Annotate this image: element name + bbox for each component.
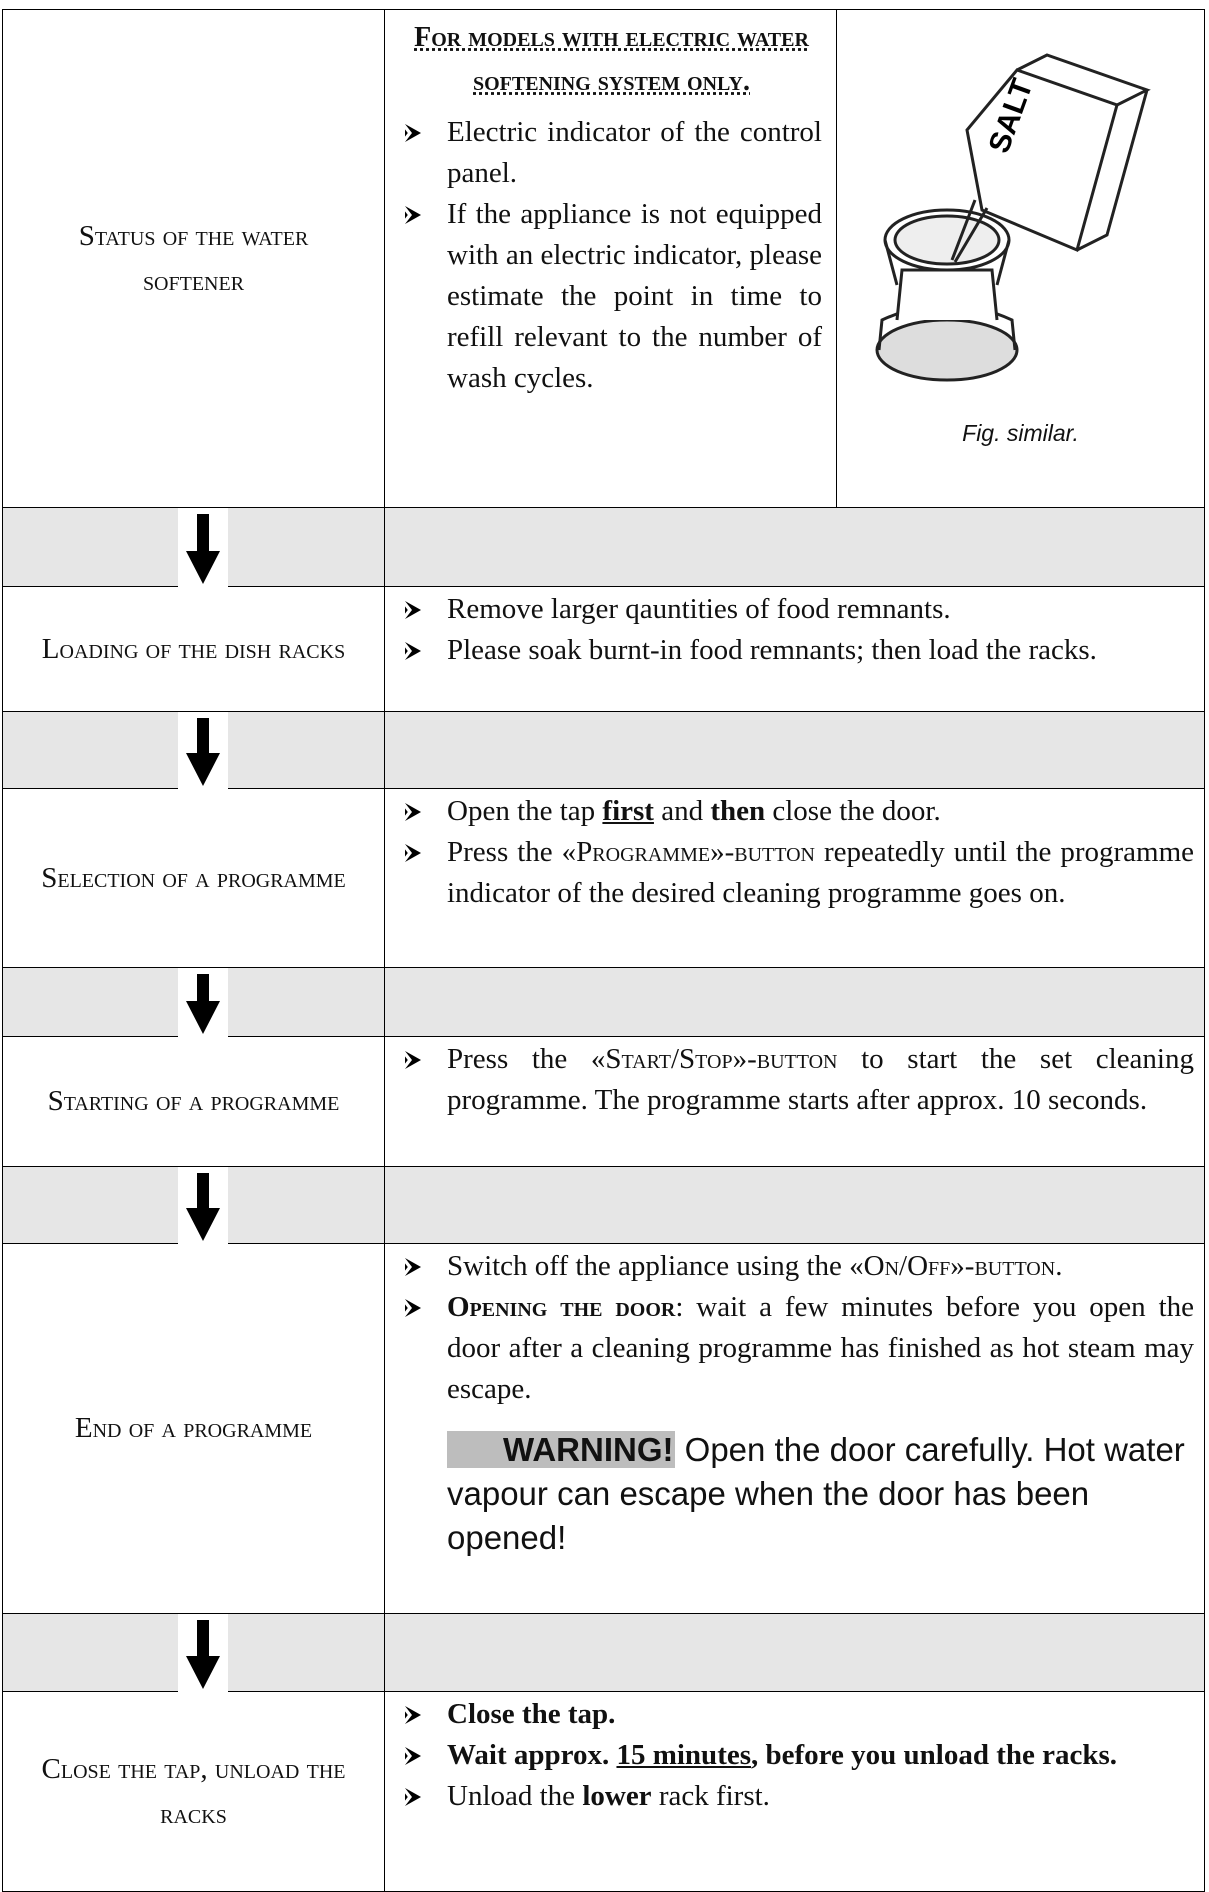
text-segment: «Start/Stop»-button — [590, 1043, 838, 1075]
text-segment: Switch off the appliance using the — [447, 1250, 850, 1282]
text-segment: Press the — [447, 1043, 591, 1075]
bullet-item: If the appliance is not equipped with an… — [405, 194, 822, 399]
text-segment: 15 minutes — [616, 1739, 752, 1771]
down-arrow — [178, 968, 228, 1037]
table-row: Selection of a programme Open the tap fir… — [2, 789, 1205, 968]
arrow-row — [2, 712, 1205, 789]
step-label: End of a programme — [74, 1412, 313, 1444]
bullet-item: Opening the door: wait a few minutes bef… — [405, 1287, 1194, 1410]
down-arrow — [178, 712, 228, 789]
figure: SALT Fig. similar. — [837, 10, 1204, 507]
text-segment: Press the — [447, 836, 562, 868]
text-segment: and — [653, 795, 711, 827]
bullet-item: Press the «Programme»-button repeatedly … — [405, 832, 1194, 914]
bullet-item: Remove larger qauntities of food remnant… — [405, 589, 1194, 630]
text-segment: Close the tap. — [447, 1698, 616, 1730]
text-segment: If the appliance is not equipped with an… — [447, 198, 822, 394]
bullet-item: Please soak burnt-in food remnants; then… — [405, 630, 1194, 671]
text-segment: repeatedly until the programme indicator… — [447, 836, 1194, 909]
text-segment: Wait approx. — [447, 1739, 617, 1771]
text-segment: «On/Off»-button — [849, 1250, 1056, 1282]
text-segment: to start the set cleaning programme. The… — [447, 1043, 1194, 1116]
warning-text: Open the door carefully. Hot water vapou… — [447, 1431, 1185, 1556]
step-content: For models with electric water softening… — [384, 10, 837, 507]
bullet-item: Switch off the appliance using the «On/O… — [405, 1246, 1194, 1287]
divider — [384, 968, 385, 1036]
text-segment: first — [602, 795, 654, 827]
warning-label: WARNING! — [447, 1431, 676, 1468]
salt-illustration: SALT — [875, 53, 1151, 382]
arrow-row — [2, 508, 1205, 587]
text-segment: : wait a few minutes before you open the… — [447, 1291, 1194, 1405]
down-arrow — [178, 1614, 228, 1692]
step-content: Open the tap first and then close the do… — [384, 789, 1204, 967]
step-label: Loading of the dish racks — [41, 632, 346, 665]
step-content: Press the «Start/Stop»-button to start t… — [384, 1037, 1204, 1166]
warning: WARNING! Open the door carefully. Hot wa… — [447, 1428, 1194, 1560]
arrow-row — [2, 968, 1205, 1037]
down-arrow — [178, 1167, 228, 1244]
text-segment: rack first. — [651, 1780, 770, 1812]
text-segment: close the door. — [765, 795, 941, 827]
text-segment: Open the tap — [447, 795, 603, 827]
section-heading: For models with electric water softening… — [414, 22, 809, 97]
step-label: Status of the water softener — [78, 219, 309, 297]
table-row: End of a programme Switch off the applian… — [2, 1244, 1205, 1614]
table-row: Status of the water softener For models w… — [2, 9, 1205, 508]
table-row: Loading of the dish racks Remove larger q… — [2, 587, 1205, 712]
text-segment: then — [710, 795, 766, 827]
bullet-item: Wait approx. 15 minutes, before you unlo… — [405, 1735, 1194, 1776]
step-label: Starting of a programme — [47, 1085, 340, 1117]
arrow-row — [2, 1167, 1205, 1244]
text-segment: Opening the door — [447, 1291, 676, 1323]
text-segment: lower — [582, 1780, 652, 1812]
bullet-item: Open the tap first and then close the do… — [405, 791, 1194, 832]
arrow-row — [2, 1614, 1205, 1692]
text-segment: , before you unload the racks. — [751, 1739, 1118, 1771]
text-segment: «Programme»-button — [561, 836, 815, 868]
text-segment: Electric indicator of the control panel. — [447, 116, 822, 189]
table-row: Starting of a programme Press the «Start/… — [2, 1037, 1205, 1167]
text-segment: Unload the — [447, 1780, 583, 1812]
divider — [384, 1167, 385, 1243]
figure-caption: Fig. similar. — [962, 420, 1079, 446]
divider — [384, 508, 385, 586]
divider — [384, 1614, 385, 1691]
bullet-item: Electric indicator of the control panel. — [405, 112, 822, 194]
bullet-item: Unload the lower rack first. — [405, 1776, 1194, 1817]
step-content: Close the tap. Wait approx. 15 minutes, b… — [384, 1692, 1204, 1891]
step-content: Switch off the appliance using the «On/O… — [384, 1244, 1204, 1613]
bullet-item: Press the «Start/Stop»-button to start t… — [405, 1039, 1194, 1121]
bullet-item: Close the tap. — [405, 1694, 1194, 1735]
step-label: Close the tap, unload the racks — [41, 1752, 346, 1830]
text-segment: . — [1055, 1250, 1063, 1282]
text-segment: Please soak burnt-in food remnants; then… — [447, 634, 1097, 666]
divider — [384, 712, 385, 788]
down-arrow — [178, 508, 228, 587]
step-content: Remove larger qauntities of food remnant… — [384, 587, 1204, 711]
step-label: Selection of a programme — [41, 861, 346, 894]
text-segment: Remove larger qauntities of food remnant… — [447, 593, 951, 625]
table-row: Close the tap, unload the racks Close the… — [2, 1692, 1205, 1892]
